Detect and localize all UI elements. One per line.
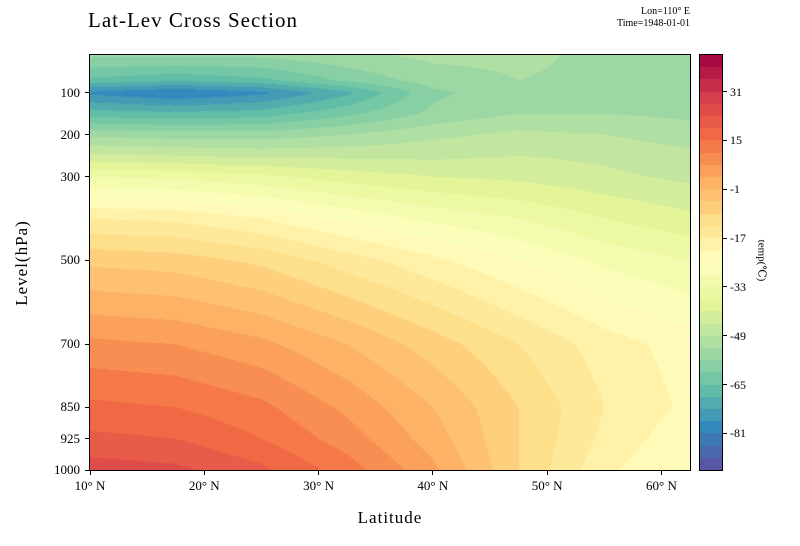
colorbar-tick-label: -33 (730, 279, 746, 294)
y-tick-mark (85, 343, 89, 345)
y-tick-mark (85, 469, 89, 471)
y-tick-mark (85, 259, 89, 261)
colorbar-tick-label: -81 (730, 426, 746, 441)
y-tick-mark (85, 134, 89, 136)
colorbar-label: temp(℃) (755, 239, 768, 282)
y-tick-label: 300 (60, 168, 81, 184)
x-tick-mark (546, 471, 548, 475)
y-tick-mark (85, 176, 89, 178)
x-tick-label: 60° N (646, 478, 677, 493)
x-tick-label: 30° N (303, 478, 334, 493)
y-axis-label: Level(hPa) (12, 220, 31, 306)
x-tick-label: 50° N (531, 478, 563, 493)
colorbar-tick-mark (723, 237, 727, 239)
colorbar-tick-mark (723, 432, 727, 434)
colorbar-tick-label: 31 (730, 84, 742, 99)
y-tick-label: 100 (60, 84, 81, 100)
x-tick-mark (203, 471, 205, 475)
contour-plot-canvas (90, 55, 690, 470)
x-tick-label: 20° N (188, 478, 220, 493)
colorbar-tick-mark (723, 139, 727, 141)
colorbar-tick-mark (723, 91, 727, 93)
y-tick-mark (85, 92, 89, 94)
x-tick-mark (432, 471, 434, 475)
colorbar-tick-label: -1 (730, 182, 740, 197)
colorbar-tick-mark (723, 384, 727, 386)
y-tick-mark (85, 438, 89, 440)
colorbar-tick-label: -17 (730, 231, 746, 246)
colorbar-tick-mark (723, 188, 727, 190)
x-tick-label: 10° N (74, 478, 106, 493)
x-tick-mark (89, 471, 91, 475)
colorbar-tick-mark (723, 286, 727, 288)
annotation-lon: Lon=110° E (641, 6, 690, 17)
x-tick-mark (660, 471, 662, 475)
colorbar (699, 54, 723, 471)
y-tick-label: 200 (60, 126, 81, 142)
y-tick-label: 500 (60, 252, 81, 268)
y-tick-label: 700 (60, 336, 81, 352)
y-tick-label: 1000 (54, 462, 80, 477)
x-tick-mark (318, 471, 320, 475)
annotation-block: Lon=110° E Time=1948-01-01 (617, 6, 690, 30)
colorbar-tick-label: -65 (730, 377, 746, 392)
colorbar-tick-mark (723, 335, 727, 337)
y-tick-label: 850 (60, 399, 81, 415)
chart-title: Lat-Lev Cross Section (88, 8, 298, 32)
colorbar-tick-label: -49 (730, 328, 746, 343)
y-tick-label: 925 (60, 430, 81, 446)
x-axis-label: Latitude (357, 508, 423, 527)
colorbar-canvas (700, 55, 722, 470)
y-tick-mark (85, 406, 89, 408)
plot-area (89, 54, 691, 471)
colorbar-tick-label: 15 (730, 133, 742, 148)
x-tick-label: 40° N (417, 478, 449, 493)
annotation-time: Time=1948-01-01 (616, 18, 690, 29)
